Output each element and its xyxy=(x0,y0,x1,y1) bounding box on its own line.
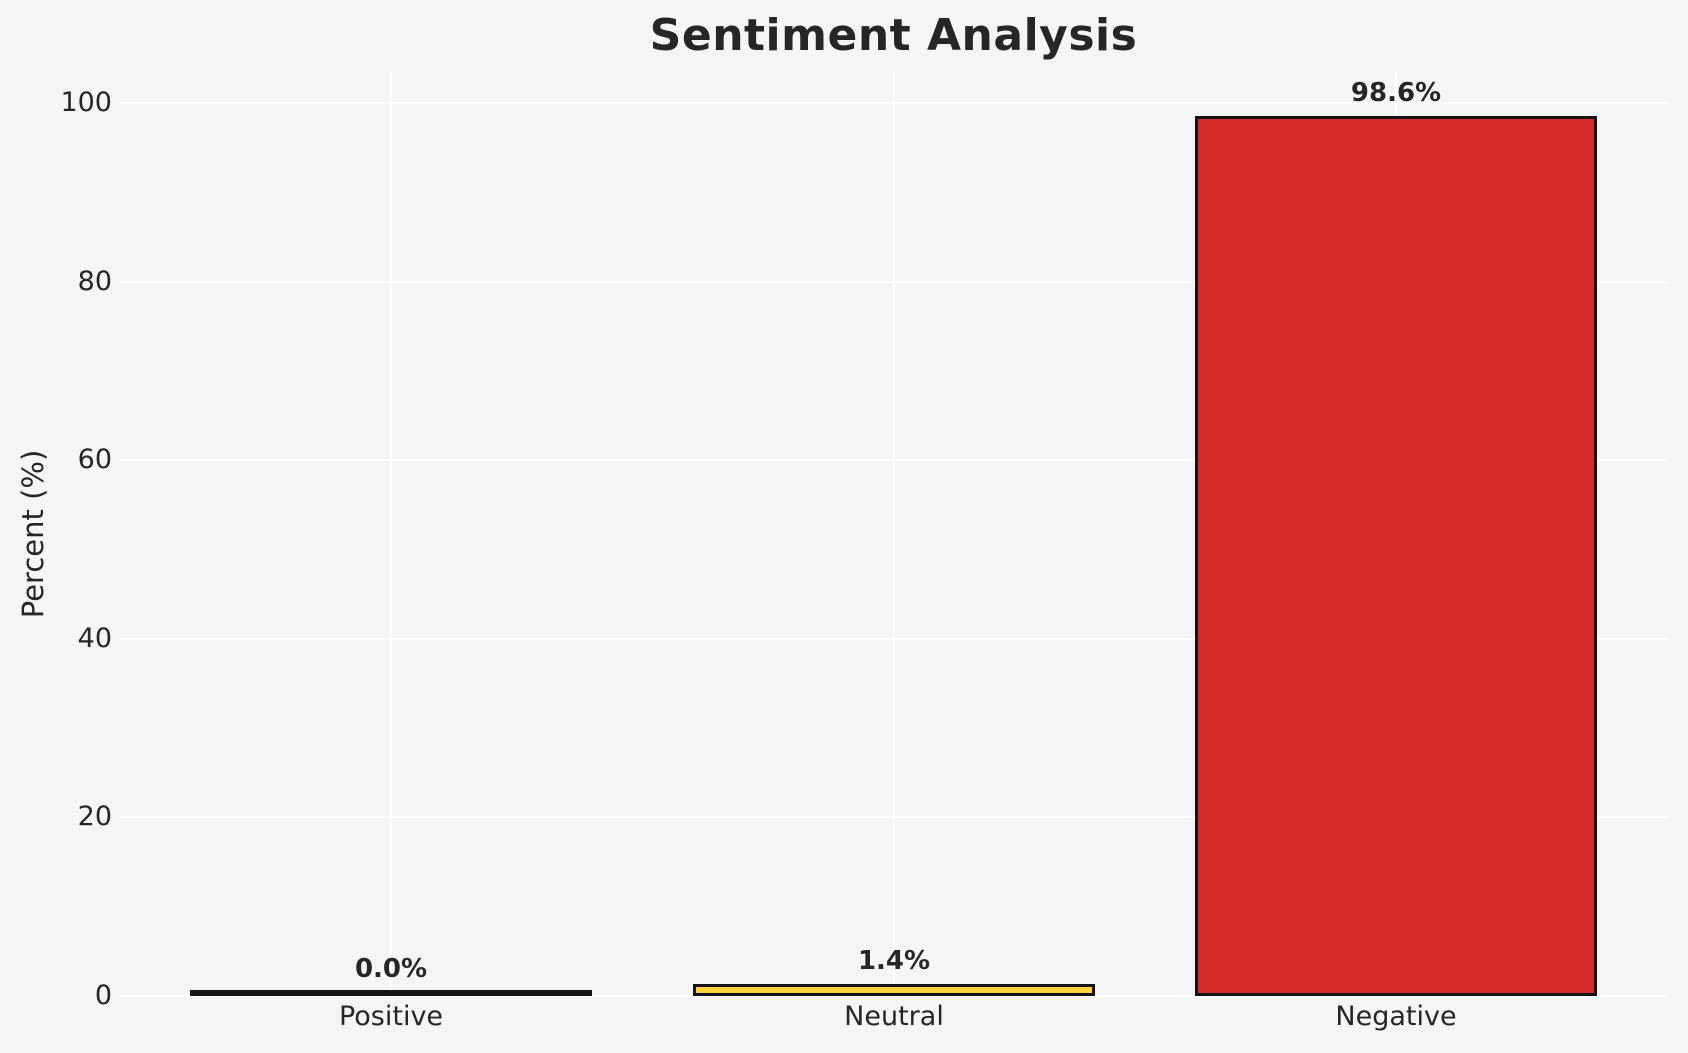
y-tick-label: 80 xyxy=(77,265,112,297)
gridline-vertical xyxy=(390,72,392,996)
y-tick-label: 40 xyxy=(77,622,112,654)
y-tick-label: 100 xyxy=(60,87,112,119)
plot-area: 0.0% 1.4% 98.6% xyxy=(120,72,1667,997)
bar-positive xyxy=(190,990,592,996)
chart-title: Sentiment Analysis xyxy=(649,10,1138,61)
gridline-horizontal xyxy=(120,995,1667,997)
gridline-vertical xyxy=(893,72,895,996)
bar-negative xyxy=(1195,116,1597,996)
y-tick-label: 60 xyxy=(77,444,112,476)
bar-neutral xyxy=(693,984,1095,996)
bar-value-label: 0.0% xyxy=(354,954,428,984)
bar-value-label: 98.6% xyxy=(1350,78,1442,108)
y-tick-label: 0 xyxy=(94,980,112,1011)
bar-value-label: 1.4% xyxy=(857,946,931,976)
x-tick-label: Negative xyxy=(1335,1001,1457,1032)
x-tick-label: Positive xyxy=(338,1001,444,1032)
y-tick-label: 20 xyxy=(77,801,112,833)
x-tick-label: Neutral xyxy=(844,1001,944,1032)
